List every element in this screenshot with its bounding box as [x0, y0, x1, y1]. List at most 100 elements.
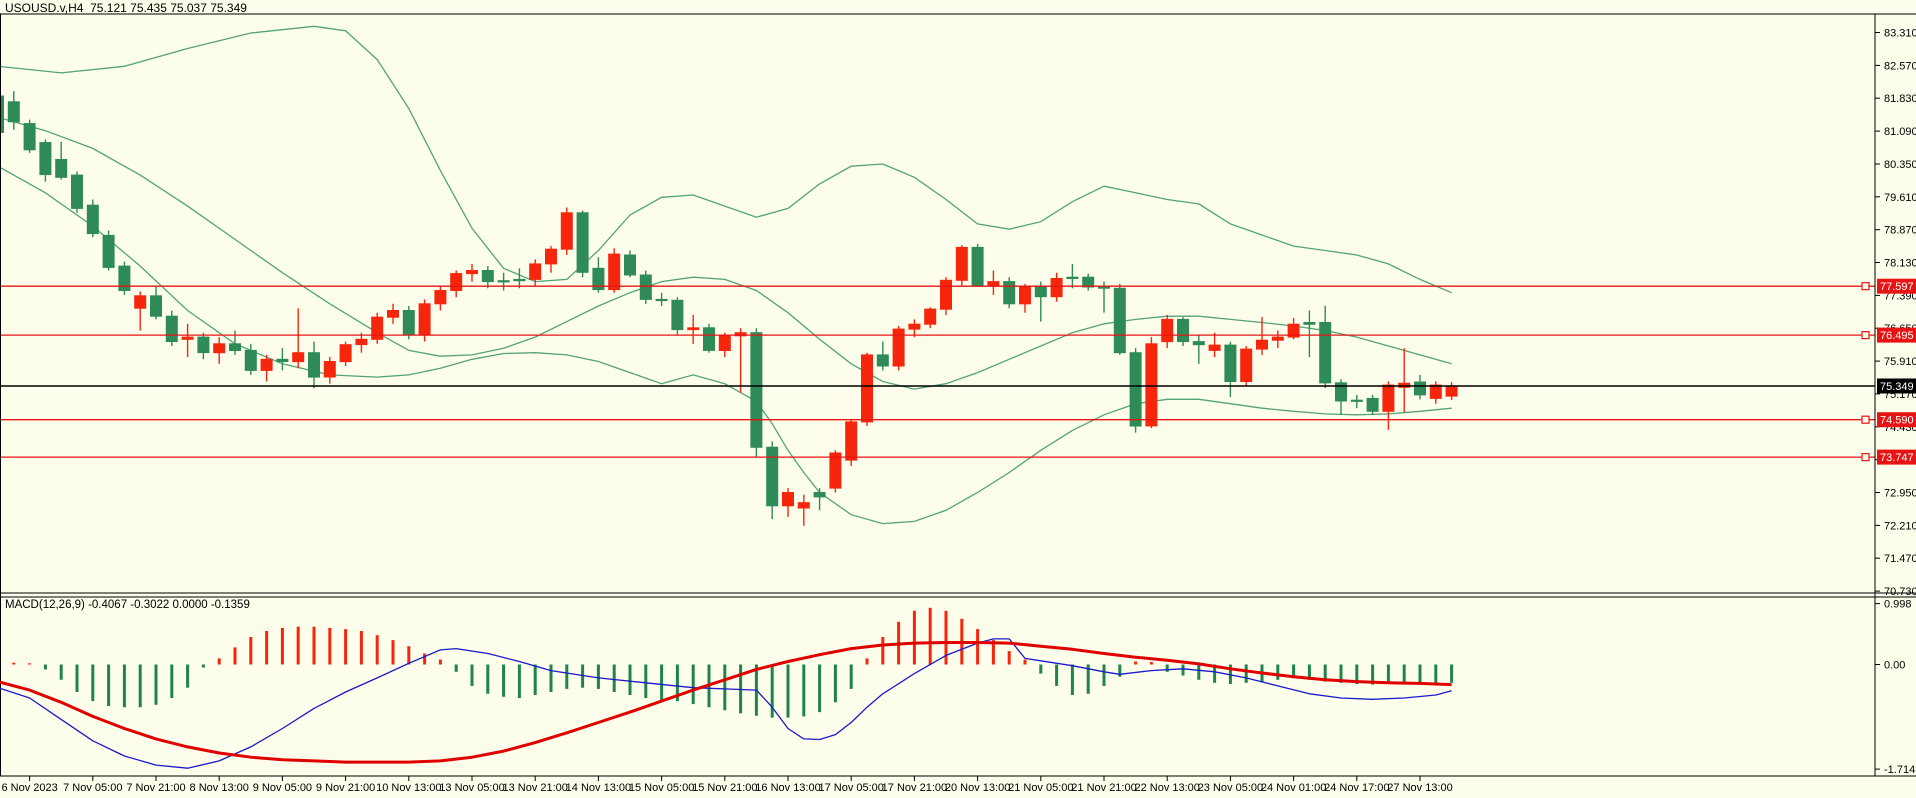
candle-body	[1350, 399, 1363, 402]
line-end-marker	[1861, 453, 1870, 462]
candle-body	[1319, 322, 1332, 384]
candle-body	[244, 349, 257, 371]
candle-body	[940, 279, 952, 310]
macd-indicator-label: MACD(12,26,9) -0.4067 -0.3022 0.0000 -0.…	[5, 599, 250, 611]
price-tick-label: 80.350	[1884, 159, 1916, 171]
candle-body	[276, 358, 289, 362]
time-tick-label: 21 Nov 05:00	[1008, 782, 1073, 794]
time-tick-label: 27 Nov 13:00	[1387, 782, 1452, 794]
candle-body	[1192, 341, 1205, 346]
hline-price-badge: 74.590	[1880, 415, 1914, 427]
candle-body	[845, 421, 858, 461]
candle-body	[876, 354, 889, 367]
candle-body	[55, 159, 68, 178]
candle-body	[1287, 323, 1300, 338]
symbol-ohlc-title: USOUSD.v,H4 75.121 75.435 75.037 75.349	[5, 1, 247, 15]
candle-body	[7, 101, 20, 123]
candle-body	[466, 270, 478, 275]
candle-body	[418, 303, 431, 336]
candle-body	[1003, 281, 1016, 305]
candle-body	[782, 492, 794, 507]
candle-body	[229, 343, 241, 351]
macd-tick-label: 0.998	[1884, 599, 1912, 611]
candle-body	[434, 290, 447, 305]
candle-body	[1271, 336, 1284, 341]
time-tick-label: 17 Nov 21:00	[882, 782, 947, 794]
candle-body	[766, 446, 779, 507]
candle-body	[481, 270, 494, 283]
bollinger-middle-band	[0, 117, 1452, 390]
candle-body	[71, 174, 83, 209]
candle-body	[1019, 286, 1031, 305]
candle-body	[1034, 286, 1047, 298]
candle-body	[134, 295, 147, 309]
time-tick-label: 10 Nov 13:00	[376, 782, 441, 794]
bollinger-bands	[0, 25, 1452, 525]
candle-body	[639, 274, 652, 300]
candle-body	[339, 344, 352, 363]
candle-body	[0, 95, 4, 133]
time-tick-label: 16 Nov 13:00	[755, 782, 820, 794]
time-tick-label: 20 Nov 13:00	[945, 782, 1010, 794]
time-tick-label: 14 Nov 13:00	[566, 782, 631, 794]
line-end-marker	[1861, 282, 1870, 291]
candle-body	[560, 212, 573, 250]
candle-body	[1335, 382, 1347, 402]
candle-body	[118, 265, 131, 292]
candle-body	[1066, 276, 1079, 280]
price-tick-label: 72.950	[1884, 488, 1916, 500]
macd-axis[interactable]: 0.998 0.00 -1.7148	[1875, 599, 1916, 777]
current-price-badge-bg	[1877, 378, 1916, 394]
candle-body	[813, 492, 826, 498]
price-tick-label: 75.910	[1884, 356, 1916, 368]
time-tick-label: 17 Nov 05:00	[818, 782, 883, 794]
candle-body	[687, 327, 700, 331]
time-tick-label: 9 Nov 21:00	[316, 782, 375, 794]
candle-body	[624, 254, 636, 276]
price-tick-label: 81.830	[1884, 93, 1916, 105]
candle-body	[323, 361, 336, 378]
candle-body	[213, 343, 226, 354]
hline-price-badge-bg	[1877, 327, 1916, 343]
price-tick-label: 70.730	[1884, 586, 1916, 598]
hline-price-badge-bg	[1877, 412, 1916, 428]
candle-body	[529, 263, 542, 280]
candle-body	[1129, 352, 1142, 427]
candle-body	[513, 278, 526, 282]
time-tick-label: 24 Nov 17:00	[1324, 782, 1389, 794]
time-tick-label: 9 Nov 05:00	[253, 782, 312, 794]
price-tick-label: 72.210	[1884, 520, 1916, 532]
time-tick-label: 22 Nov 13:00	[1134, 782, 1199, 794]
candle-body	[292, 352, 305, 363]
candle-body	[39, 142, 52, 176]
macd-main-line	[0, 638, 1452, 769]
macd-tick-label: -1.7148	[1884, 764, 1916, 776]
candle-body	[750, 332, 763, 448]
candle-body	[592, 267, 605, 291]
candle-body	[655, 298, 668, 302]
time-tick-label: 15 Nov 05:00	[629, 782, 694, 794]
time-tick-label: 13 Nov 05:00	[439, 782, 504, 794]
candles-group	[0, 91, 1458, 526]
price-tick-label: 81.090	[1884, 126, 1916, 138]
current-price-badge: 75.349	[1880, 381, 1914, 393]
candle-body	[971, 246, 984, 286]
time-tick-label: 15 Nov 21:00	[692, 782, 757, 794]
candle-body	[1256, 339, 1268, 350]
time-axis[interactable]: 6 Nov 2023 7 Nov 05:00 7 Nov 21:00 8 Nov 13…	[1, 776, 1453, 794]
candle-body	[1082, 276, 1095, 288]
candle-body	[829, 452, 842, 489]
price-tick-label: 71.470	[1884, 553, 1916, 565]
candle-body	[1050, 278, 1063, 298]
hline-price-badge: 76.495	[1880, 330, 1914, 342]
candle-body	[545, 248, 557, 265]
candle-body	[355, 338, 368, 346]
candle-body	[197, 336, 210, 354]
candle-body	[1429, 384, 1442, 399]
candle-body	[371, 316, 384, 340]
time-tick-label: 7 Nov 21:00	[126, 782, 185, 794]
candle-body	[450, 273, 463, 292]
candle-body	[908, 323, 921, 330]
candle-body	[150, 295, 162, 317]
